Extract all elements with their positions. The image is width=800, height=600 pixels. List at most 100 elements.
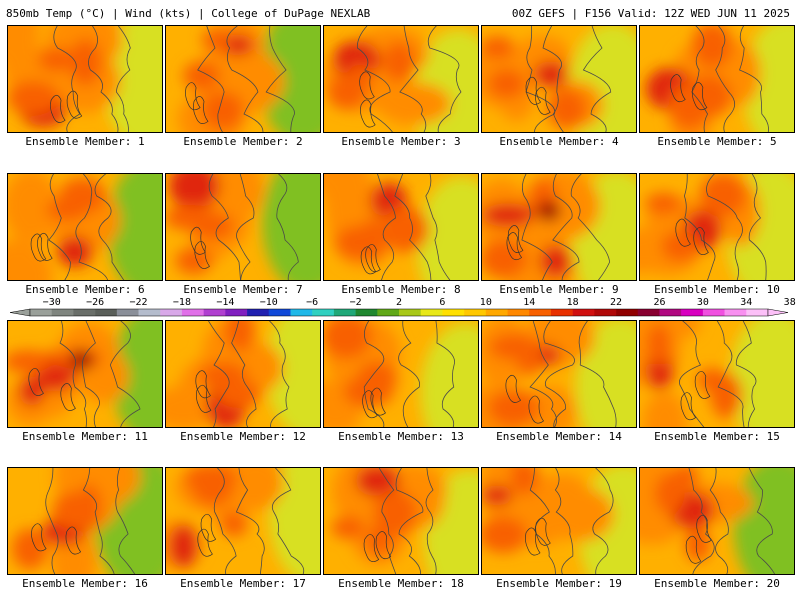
terrain-outline [693,227,709,256]
colorbar-swatch [73,309,96,316]
isoline [109,321,141,427]
colorbar-swatch [572,309,595,316]
ensemble-member-map [639,320,795,428]
ensemble-member-label: Ensemble Member: 17 [180,577,306,590]
terrain-outline [31,523,47,552]
isoline [115,468,136,574]
ensemble-member-map [481,320,637,428]
ensemble-member-label: Ensemble Member: 11 [22,430,148,443]
temperature-field [482,26,636,132]
temperature-map-svg [166,468,320,574]
colorbar-swatch [594,309,617,316]
ensemble-member-label: Ensemble Member: 15 [654,430,780,443]
terrain-outline [360,99,376,128]
ensemble-member-map [323,467,479,575]
terrain-outline [37,232,53,261]
temperature-map-svg [8,321,162,427]
colorbar-swatch [116,309,139,316]
isoline [592,468,614,574]
colorbar-tick-label: −26 [86,297,104,308]
temperature-map-svg [324,468,478,574]
terrain-outline [691,82,708,111]
isoline [82,468,115,574]
colorbar-tick-label: 14 [523,297,535,308]
colorbar-swatch [420,309,443,316]
isoline [529,321,557,427]
ensemble-member-label: Ensemble Member: 5 [657,135,777,148]
colorbar-swatch [51,309,74,316]
colorbar-swatch [268,309,291,316]
colorbar-swatch [203,309,226,316]
isoline [378,468,397,574]
ensemble-member-label: Ensemble Member: 7 [183,283,303,296]
temperature-field [640,468,794,574]
temperature-field [324,321,478,427]
isoline [271,468,305,574]
isoline [94,174,125,280]
temperature-field [8,321,162,427]
colorbar-swatch [442,309,465,316]
colorbar-tick-label: 34 [740,297,752,308]
terrain-outline [528,395,545,424]
ensemble-member-label: Ensemble Member: 2 [183,135,303,148]
isoline [377,174,396,280]
ensemble-member-label: Ensemble Member: 10 [654,283,780,296]
isoline [425,174,451,280]
terrain-outline [195,370,211,399]
colorbar-swatch [355,309,378,316]
colorbar-swatch [659,309,682,316]
isoline [116,26,131,132]
temperature-field [645,26,794,132]
isoline [554,468,574,574]
temperature-field [482,468,636,574]
colorbar-swatch [464,309,487,316]
temperature-map-svg [640,321,794,427]
isoline [706,174,743,280]
colorbar-swatch [724,309,747,316]
colorbar-tick-label: −10 [260,297,278,308]
ensemble-member-map [323,173,479,281]
temperature-map-svg [324,321,478,427]
ensemble-member-label: Ensemble Member: 4 [499,135,619,148]
terrain-outline [359,71,375,100]
terrain-outline [200,513,217,542]
ensemble-member-map [7,320,163,428]
isoline [529,468,556,574]
colorbar-swatch [160,309,183,316]
isoline [709,468,729,574]
ensemble-member-map [481,25,637,133]
terrain-outline [524,527,541,556]
ensemble-member-label: Ensemble Member: 20 [654,577,780,590]
terrain-outline [675,218,691,247]
isoline [425,468,437,574]
terrain-outline [505,374,522,403]
isoline [208,174,241,280]
isoline [679,321,705,427]
isoline [197,26,225,132]
isoline [543,321,575,427]
temperature-map-svg [166,174,320,280]
terrain-outline [694,370,711,399]
isoline [208,321,230,427]
terrain-outline [66,90,83,119]
isoline [688,468,715,574]
colorbar-svg: −30 −26 −22 −18 −14 −10 −6 −2 2 6 10 14 18 22 26 30 34 38… [9,297,796,317]
colorbar-right-arrow [767,308,789,317]
isoline [427,26,462,132]
terrain-outline [696,514,712,543]
colorbar-tick-label: 18 [567,297,579,308]
ensemble-member-map [165,467,321,575]
isoline [542,26,564,132]
terrain-outline [507,225,524,253]
isoline [435,321,455,427]
ensemble-member-map [481,173,637,281]
isoline [265,26,295,132]
colorbar-tick-label: −22 [129,297,147,308]
colorbar-swatch [702,309,725,316]
isoline [48,174,71,280]
ensemble-member-label: Ensemble Member: 1 [25,135,145,148]
colorbar-swatch [181,309,204,316]
colorbar-swatch [550,309,573,316]
ensemble-member-map [165,25,321,133]
isoline [268,321,290,427]
